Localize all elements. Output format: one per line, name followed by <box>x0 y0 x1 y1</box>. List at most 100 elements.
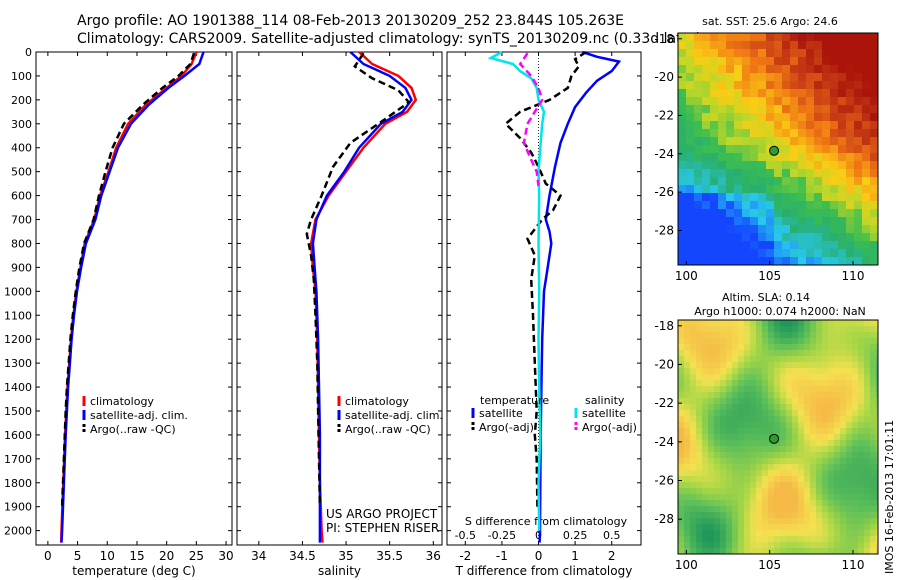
map-cell <box>738 512 745 519</box>
map-cell <box>702 121 711 130</box>
map-cell <box>798 249 807 258</box>
map-cell <box>870 398 877 405</box>
map-cell <box>828 470 835 477</box>
map-cell <box>742 73 751 82</box>
map-cell <box>718 89 727 98</box>
y-tick-label: -20 <box>654 357 674 371</box>
map-cell <box>804 380 811 387</box>
map-cell <box>756 512 763 519</box>
map-cell <box>876 500 879 507</box>
map-cell <box>696 320 703 327</box>
map-cell <box>756 464 763 471</box>
map-cell <box>798 404 805 411</box>
map-cell <box>708 350 715 357</box>
map-cell <box>816 374 823 381</box>
map-cell <box>738 476 745 483</box>
map-cell <box>840 458 847 465</box>
map-cell <box>816 452 823 459</box>
map-cell <box>726 193 735 202</box>
map-cell <box>780 356 787 363</box>
map-cell <box>862 97 871 106</box>
y-tick-label: 1900 <box>4 501 32 514</box>
map-cell <box>766 121 775 130</box>
map-cell <box>702 494 709 501</box>
map-cell <box>686 33 695 42</box>
map-cell <box>726 356 733 363</box>
map-cell <box>786 524 793 531</box>
map-cell <box>702 225 711 234</box>
map-cell <box>792 524 799 531</box>
map-cell <box>766 33 775 42</box>
map-cell <box>870 217 879 226</box>
map-cell <box>684 428 691 435</box>
map-cell <box>684 542 691 549</box>
map-cell <box>766 65 775 74</box>
map-cell <box>858 338 865 345</box>
map-cell <box>858 548 865 555</box>
map-cell <box>862 249 871 258</box>
map-cell <box>816 326 823 333</box>
map-cell <box>718 129 727 138</box>
map-cell <box>768 422 775 429</box>
map-cell <box>726 145 735 154</box>
map-cell <box>758 153 767 162</box>
map-cell <box>696 500 703 507</box>
map-cell <box>806 249 815 258</box>
map-cell <box>798 368 805 375</box>
map-cell <box>804 398 811 405</box>
map-cell <box>750 217 759 226</box>
map-frame <box>677 32 879 266</box>
map-cell <box>744 404 751 411</box>
map-cell <box>702 470 709 477</box>
map-cell <box>792 458 799 465</box>
sla-map-title-line2: Argo h1000: 0.074 h2000: NaN <box>694 305 866 318</box>
map-cell <box>814 209 823 218</box>
map-cell <box>822 89 831 98</box>
map-cell <box>840 530 847 537</box>
map-cell <box>678 494 685 501</box>
map-cell <box>726 65 735 74</box>
map-cell <box>726 344 733 351</box>
map-cell <box>756 446 763 453</box>
map-cell <box>816 440 823 447</box>
map-cell <box>870 201 879 210</box>
map-cell <box>810 410 817 417</box>
map-cell <box>798 470 805 477</box>
map-cell <box>744 440 751 447</box>
map-cell <box>678 241 687 250</box>
map-cell <box>782 225 791 234</box>
map-cell <box>786 434 793 441</box>
map-cell <box>710 73 719 82</box>
map-cell <box>876 512 879 519</box>
map-cell <box>738 434 745 441</box>
map-cell <box>840 494 847 501</box>
map-cell <box>720 476 727 483</box>
map-cell <box>798 193 807 202</box>
map-cell <box>726 512 733 519</box>
map-cell <box>714 350 721 357</box>
map-cell <box>694 257 703 266</box>
map-cell <box>678 542 685 549</box>
map-cell <box>726 201 735 210</box>
map-cell <box>694 217 703 226</box>
map-cell <box>852 374 859 381</box>
map-cell <box>714 536 721 543</box>
map-cell <box>838 185 847 194</box>
map-cell <box>726 249 735 258</box>
map-cell <box>798 177 807 186</box>
map-cell <box>876 524 879 531</box>
map-cell <box>762 518 769 525</box>
map-cell <box>780 398 787 405</box>
map-cell <box>726 392 733 399</box>
map-cell <box>822 548 829 555</box>
map-cell <box>814 177 823 186</box>
map-cell <box>726 241 735 250</box>
map-cell <box>858 410 865 417</box>
map-cell <box>846 65 855 74</box>
map-cell <box>834 350 841 357</box>
map-cell <box>726 225 735 234</box>
map-cell <box>726 97 735 106</box>
map-cell <box>738 428 745 435</box>
map-cell <box>870 153 879 162</box>
map-cell <box>870 530 877 537</box>
